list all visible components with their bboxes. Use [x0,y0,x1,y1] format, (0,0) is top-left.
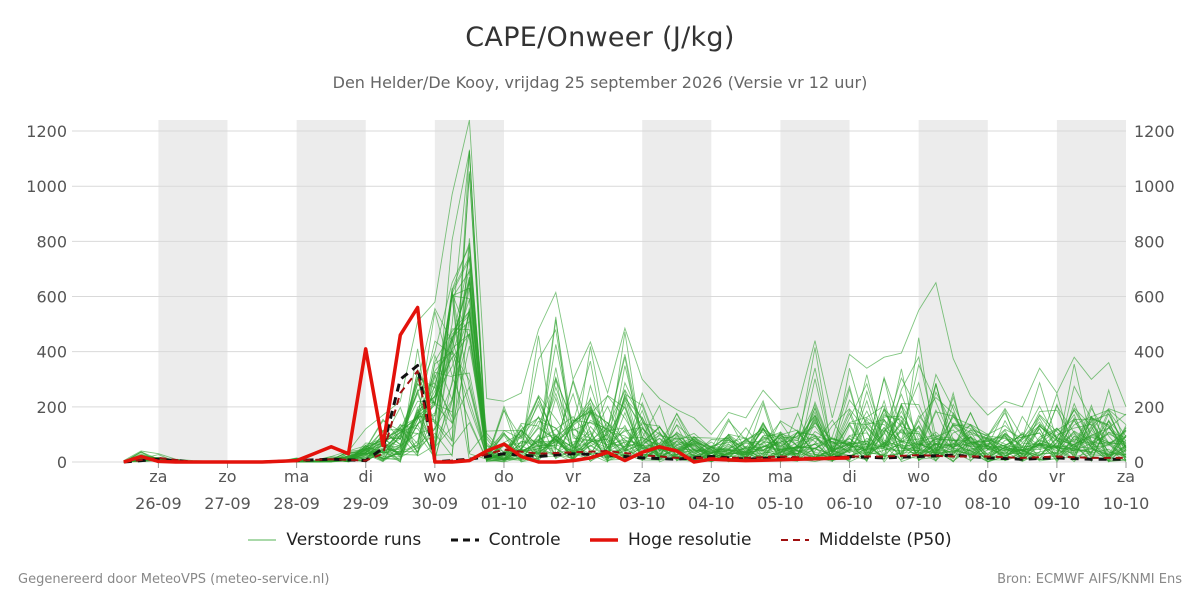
weekend-band [1056,120,1126,462]
y-tick-label: 200 [1134,398,1165,417]
x-tick-date: 09-10 [1034,494,1081,513]
x-tick-day: wo [423,467,446,486]
x-tick-date: 05-10 [757,494,804,513]
x-tick-day: ma [284,467,309,486]
footer-source: Bron: ECMWF AIFS/KNMI Ens [997,572,1182,587]
y-tick-label: 1200 [1134,122,1175,141]
x-tick-day: zo [218,467,236,486]
x-tick-date: 29-09 [342,494,389,513]
y-tick-label: 1000 [1134,177,1175,196]
main-series [123,305,1126,464]
y-axis-right: 0 200 400 600 800 1000 1200 [1134,122,1175,472]
legend-median-swatch [780,539,809,541]
y-tick-label: 1200 [26,122,67,141]
x-tick-day: zo [702,467,720,486]
y-tick-label: 400 [1134,343,1165,362]
legend-ensemble-label: Verstoorde runs [286,530,422,550]
y-tick-label: 1000 [26,177,67,196]
x-tick-date: 01-10 [481,494,528,513]
x-tick-date: 30-09 [412,494,459,513]
weekend-band [780,120,850,462]
x-tick-day: za [633,467,651,486]
gridlines [72,130,1126,463]
chart-subtitle: Den Helder/De Kooy, vrijdag 25 september… [332,73,868,92]
weekend-band [642,120,712,462]
x-tick-date: 07-10 [895,494,942,513]
x-tick-date: 06-10 [826,494,873,513]
legend-control[interactable]: Controle [450,530,561,550]
y-tick-label: 600 [36,288,67,307]
median-line [123,370,1126,463]
legend-median-label: Middelste (P50) [818,530,952,550]
legend-high-res[interactable]: Hoge resolutie [589,530,752,550]
x-tick-date: 27-09 [204,494,251,513]
x-tick-date: 08-10 [965,494,1012,513]
x-tick-day: di [358,467,373,486]
x-tick-day: wo [907,467,930,486]
x-tick-date: 04-10 [688,494,735,513]
y-tick-label: 600 [1134,288,1165,307]
legend-high-res-label: Hoge resolutie [627,530,752,550]
chart-title: CAPE/Onweer (J/kg) [465,22,735,53]
y-tick-label: 200 [36,398,67,417]
footer-generated-by: Gegenereerd door MeteoVPS (meteo-service… [18,572,330,587]
legend-control-label: Controle [488,530,561,550]
y-tick-label: 0 [1134,453,1144,472]
weekend-band [158,120,228,462]
legend-high-res-swatch [589,538,618,542]
x-tick-date: 10-10 [1103,494,1150,513]
x-tick-day: za [149,467,167,486]
x-tick-date: 26-09 [135,494,182,513]
x-tick-date: 02-10 [550,494,597,513]
weekend-band [296,120,366,462]
x-tick-day: vr [1049,467,1065,486]
legend-median[interactable]: Middelste (P50) [780,530,952,550]
y-tick-label: 800 [36,232,67,251]
y-axis-left: 0 200 400 600 800 1000 1200 [26,122,67,472]
high-res-line [123,305,850,464]
x-tick-day: vr [565,467,581,486]
x-tick-day: do [978,467,998,486]
y-tick-label: 400 [36,343,67,362]
x-tick-day: za [1117,467,1135,486]
x-tick-date: 03-10 [619,494,666,513]
x-tick-day: do [494,467,514,486]
legend-ensemble[interactable]: Verstoorde runs [248,530,421,550]
control-line [123,364,1126,464]
x-tick-day: di [842,467,857,486]
legend: Verstoorde runs Controle Hoge resolutie … [0,530,1200,550]
legend-ensemble-swatch [248,539,277,541]
x-tick-date: 28-09 [273,494,320,513]
y-tick-label: 800 [1134,232,1165,251]
x-tick-day: ma [768,467,793,486]
y-tick-label: 0 [57,453,67,472]
x-axis: za 26-09 zo 27-09 ma 28-09 di 29-09 wo 30-09 do 01-… [135,462,1149,513]
legend-control-swatch [450,538,479,542]
